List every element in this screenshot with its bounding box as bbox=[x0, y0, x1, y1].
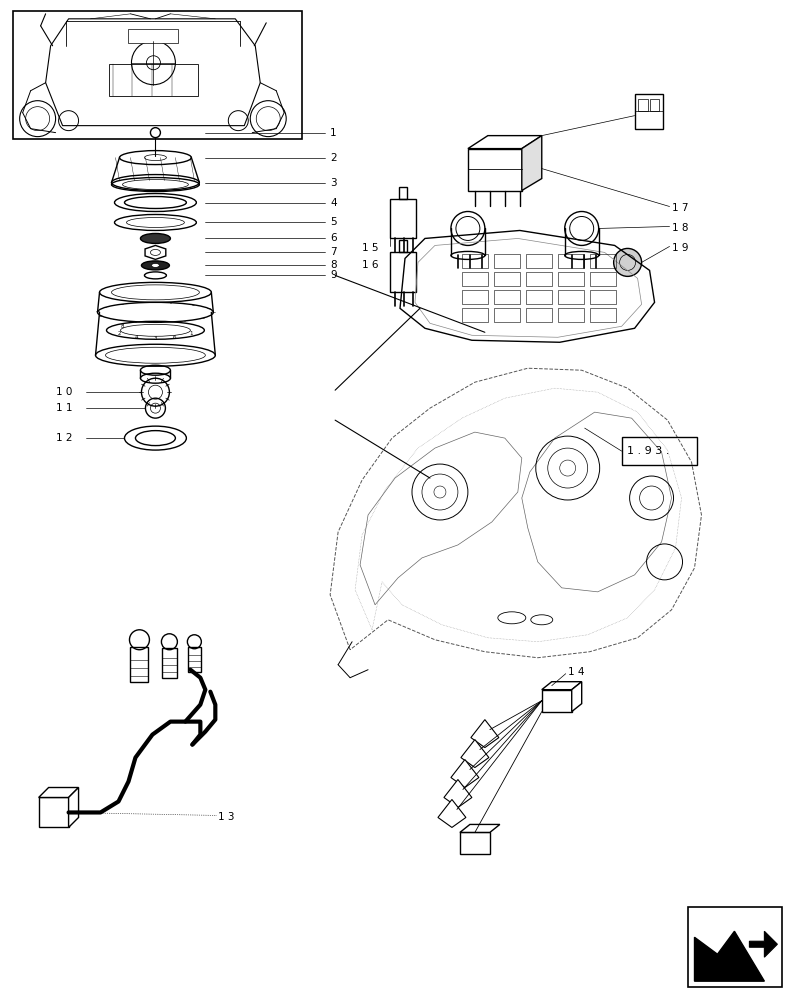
Polygon shape bbox=[693, 931, 763, 981]
Text: 3: 3 bbox=[153, 336, 157, 341]
Bar bbox=[526, 254, 551, 268]
Polygon shape bbox=[521, 136, 541, 191]
Text: 2: 2 bbox=[330, 153, 337, 163]
Bar bbox=[557, 254, 583, 268]
Bar bbox=[389, 199, 415, 238]
Polygon shape bbox=[128, 29, 178, 43]
Bar bbox=[589, 290, 615, 304]
Text: 2: 2 bbox=[118, 331, 122, 336]
Circle shape bbox=[450, 211, 484, 245]
Circle shape bbox=[564, 211, 598, 245]
Ellipse shape bbox=[140, 233, 170, 243]
Text: 1 3: 1 3 bbox=[218, 812, 234, 822]
Bar bbox=[589, 308, 615, 322]
Polygon shape bbox=[749, 931, 776, 957]
Bar bbox=[621, 437, 696, 465]
Text: 1: 1 bbox=[330, 128, 337, 138]
Circle shape bbox=[613, 248, 641, 276]
Polygon shape bbox=[467, 149, 521, 191]
Bar bbox=[557, 308, 583, 322]
Text: 4: 4 bbox=[135, 335, 138, 340]
Text: 7: 7 bbox=[330, 247, 337, 257]
Polygon shape bbox=[39, 788, 79, 797]
Bar bbox=[188, 647, 201, 672]
Polygon shape bbox=[444, 780, 471, 807]
Polygon shape bbox=[145, 245, 165, 259]
Text: 1 4: 1 4 bbox=[567, 667, 583, 677]
Bar bbox=[634, 94, 662, 129]
Text: 1 8: 1 8 bbox=[671, 223, 687, 233]
Bar bbox=[162, 648, 177, 678]
Polygon shape bbox=[437, 799, 466, 827]
Bar bbox=[526, 308, 551, 322]
Text: 1 9: 1 9 bbox=[671, 243, 687, 253]
Text: 1 7: 1 7 bbox=[671, 203, 687, 213]
Text: 1 5: 1 5 bbox=[362, 243, 378, 253]
Polygon shape bbox=[467, 136, 541, 149]
Bar bbox=[389, 252, 415, 292]
Polygon shape bbox=[571, 682, 581, 712]
Bar bbox=[493, 254, 519, 268]
Polygon shape bbox=[45, 19, 260, 126]
Text: 1 1: 1 1 bbox=[55, 403, 72, 413]
Bar bbox=[589, 272, 615, 286]
Text: 1 2: 1 2 bbox=[55, 433, 72, 443]
Polygon shape bbox=[541, 682, 581, 690]
Bar bbox=[541, 690, 571, 712]
Bar bbox=[557, 272, 583, 286]
Bar bbox=[461, 290, 487, 304]
Polygon shape bbox=[39, 797, 68, 827]
Bar bbox=[493, 272, 519, 286]
Polygon shape bbox=[461, 740, 488, 768]
Polygon shape bbox=[68, 788, 79, 827]
Ellipse shape bbox=[141, 261, 169, 270]
Bar bbox=[461, 272, 487, 286]
Text: 1 0: 1 0 bbox=[55, 387, 72, 397]
Text: 8: 8 bbox=[330, 260, 337, 270]
Polygon shape bbox=[470, 720, 498, 748]
Text: 1: 1 bbox=[189, 331, 192, 336]
Text: 6: 6 bbox=[330, 233, 337, 243]
Text: 9: 9 bbox=[330, 270, 337, 280]
Bar bbox=[557, 290, 583, 304]
Text: 5: 5 bbox=[330, 217, 337, 227]
Polygon shape bbox=[450, 760, 478, 788]
Bar bbox=[493, 308, 519, 322]
Bar bbox=[459, 832, 489, 854]
Text: 1 6: 1 6 bbox=[362, 260, 378, 270]
Bar bbox=[649, 99, 658, 111]
Polygon shape bbox=[459, 824, 500, 832]
Bar bbox=[589, 254, 615, 268]
Bar bbox=[398, 240, 406, 252]
Bar bbox=[493, 290, 519, 304]
Bar bbox=[461, 254, 487, 268]
Bar bbox=[461, 308, 487, 322]
Bar bbox=[526, 290, 551, 304]
Text: 1 . 9 3 .: 1 . 9 3 . bbox=[626, 446, 668, 456]
Bar bbox=[131, 647, 148, 682]
Bar bbox=[109, 64, 198, 96]
Bar bbox=[398, 187, 406, 199]
Text: 4: 4 bbox=[330, 198, 337, 208]
Text: 6: 6 bbox=[173, 335, 176, 340]
Bar bbox=[687, 907, 781, 987]
Text: 8: 8 bbox=[121, 324, 124, 329]
Ellipse shape bbox=[151, 263, 159, 267]
Text: 3: 3 bbox=[330, 178, 337, 188]
Bar bbox=[13, 11, 302, 139]
Bar bbox=[637, 99, 647, 111]
Bar bbox=[526, 272, 551, 286]
